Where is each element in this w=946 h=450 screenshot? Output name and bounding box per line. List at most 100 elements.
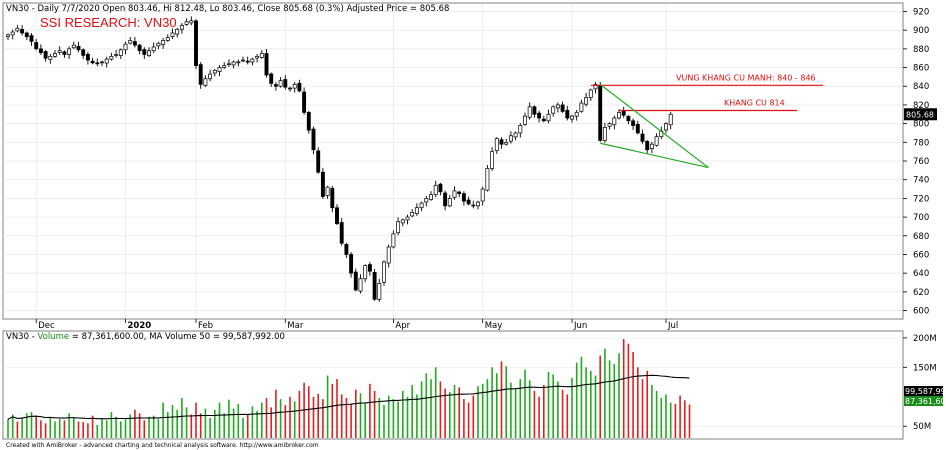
candle-body bbox=[494, 138, 499, 151]
candle-body bbox=[62, 51, 67, 55]
candle-body bbox=[184, 21, 189, 25]
candle-body bbox=[100, 61, 104, 64]
candle-body bbox=[631, 120, 636, 126]
price-header-info: VN30 - Daily 7/7/2020 Open 803.46, Hi 81… bbox=[6, 4, 449, 14]
candle-body bbox=[236, 61, 241, 64]
candle-body bbox=[602, 127, 607, 141]
candle-body bbox=[273, 84, 278, 87]
candle-body bbox=[546, 113, 551, 122]
price-tick-label: 900 bbox=[913, 26, 929, 36]
candle-body bbox=[15, 27, 20, 32]
candle-body bbox=[170, 32, 175, 37]
candle-body bbox=[29, 35, 34, 42]
candle-body bbox=[626, 115, 631, 122]
ma-volume-line bbox=[7, 374, 690, 420]
ma-volume-tag bbox=[904, 386, 943, 396]
candle-body bbox=[217, 67, 222, 72]
candle-body bbox=[109, 55, 114, 60]
candle-body bbox=[67, 48, 72, 55]
trendline bbox=[599, 83, 709, 169]
candle-body bbox=[499, 139, 504, 145]
candle-body bbox=[330, 187, 335, 209]
candle-body bbox=[612, 117, 617, 126]
candle-body bbox=[668, 113, 673, 126]
x-tick-label: Jul bbox=[667, 321, 678, 331]
x-tick-label: Apr bbox=[395, 321, 410, 331]
candle-body bbox=[10, 31, 15, 36]
candle-body bbox=[43, 51, 48, 59]
candle-body bbox=[457, 191, 462, 195]
x-tick-label: 2020 bbox=[128, 321, 152, 331]
candle-body bbox=[593, 84, 598, 90]
candle-body bbox=[353, 271, 358, 291]
candle-body bbox=[306, 112, 311, 131]
candle-body bbox=[349, 254, 354, 274]
candle-body bbox=[598, 85, 603, 141]
candle-body bbox=[203, 78, 208, 86]
candle-body bbox=[617, 112, 621, 119]
price-tick-label: 820 bbox=[913, 101, 929, 111]
candle-body bbox=[466, 199, 471, 205]
candle-body bbox=[372, 272, 377, 300]
candle-body bbox=[34, 42, 39, 50]
price-tick-label: 800 bbox=[913, 120, 929, 130]
price-tick-label: 840 bbox=[913, 82, 929, 92]
candle-body bbox=[358, 278, 363, 292]
candle-body bbox=[114, 54, 119, 56]
candle-body bbox=[320, 171, 325, 197]
resistance-label: VUNG KHANG CU MANH: 840 - 846 bbox=[676, 73, 816, 82]
candle-body bbox=[537, 112, 542, 119]
volume-header-info: VN30 - Volume = 87,361,600.00, MA Volume… bbox=[6, 332, 285, 342]
candle-body bbox=[579, 102, 584, 112]
resistance-label: KHANG CU 814 bbox=[724, 99, 785, 108]
price-axis: 600 620 640 660 680 700 720 740 760 780 800 820 840 8… bbox=[903, 7, 937, 317]
candle-body bbox=[480, 188, 485, 202]
price-tick-label: 880 bbox=[913, 45, 929, 55]
candle-body bbox=[212, 70, 217, 74]
candle-body bbox=[635, 124, 640, 134]
candle-body bbox=[142, 49, 147, 55]
trendlines bbox=[599, 83, 709, 169]
candle-body bbox=[161, 40, 166, 45]
candle-body bbox=[541, 118, 546, 122]
candle-body bbox=[410, 212, 415, 217]
candle-body bbox=[335, 207, 339, 224]
candle-body bbox=[48, 55, 53, 60]
candle-body bbox=[132, 41, 137, 46]
candle-body bbox=[339, 222, 344, 244]
last-volume-tag bbox=[904, 396, 943, 406]
volume-bars bbox=[7, 339, 691, 438]
candle-body bbox=[584, 97, 589, 105]
candle-body bbox=[645, 141, 650, 151]
price-tick-label: 620 bbox=[913, 288, 929, 298]
volume-tick-label: 150M bbox=[913, 363, 937, 373]
x-tick-label: May bbox=[485, 321, 503, 331]
candle-body bbox=[513, 132, 518, 138]
candle-body bbox=[104, 58, 109, 64]
candle-body bbox=[20, 29, 25, 34]
x-tick-label: Mar bbox=[287, 321, 304, 331]
candle-body bbox=[259, 53, 264, 58]
candle-body bbox=[264, 53, 269, 76]
candle-body bbox=[147, 50, 151, 56]
candle-body bbox=[128, 40, 133, 44]
price-tick-label: 860 bbox=[913, 64, 929, 74]
candle-body bbox=[523, 115, 527, 125]
candle-body bbox=[476, 201, 480, 207]
x-tick-label: Dec bbox=[38, 321, 55, 331]
candle-body bbox=[316, 150, 321, 173]
candle-body bbox=[532, 106, 537, 115]
candle-body bbox=[208, 73, 213, 80]
candle-body bbox=[156, 42, 161, 47]
candle-body bbox=[485, 168, 490, 191]
candle-body bbox=[245, 60, 250, 63]
candle-body bbox=[231, 61, 236, 66]
candle-body bbox=[6, 34, 10, 38]
price-grid bbox=[3, 4, 903, 318]
candle-body bbox=[81, 49, 86, 56]
candle-body bbox=[189, 20, 194, 24]
candle-body bbox=[250, 58, 255, 63]
footer-credit: Created with AmiBroker - advanced charti… bbox=[6, 442, 319, 449]
x-tick-label: Feb bbox=[198, 321, 213, 331]
